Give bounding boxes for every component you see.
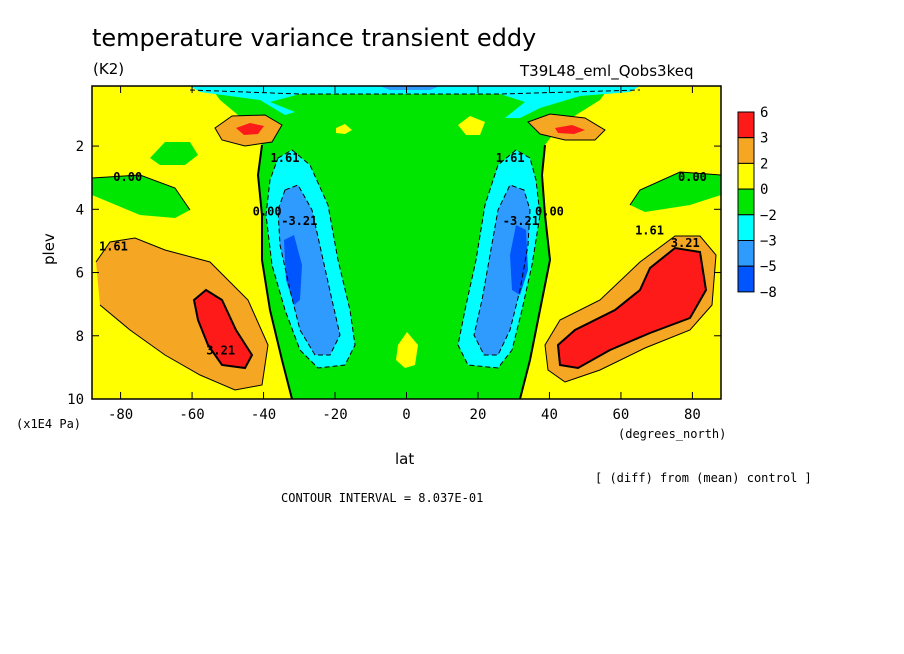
x-tick-label: 40 [541,407,558,423]
y-tick-label: 10 [67,392,84,408]
field-ul-red [236,123,264,135]
y-axis-label: plev [40,233,58,265]
y-tick-label: 6 [76,266,84,282]
contour-label: -3.21 [281,214,317,228]
plot-area: 0.00 0.00 0.00 0.00 1.61 1.61 -3.21 -3.21 1.61 3.… [92,86,721,399]
colorbar-label: 0 [760,182,768,198]
x-tick-label: 60 [613,407,630,423]
y-axis: 2 4 6 8 10 [67,139,721,408]
x-tick-label: 80 [684,407,701,423]
field-top-blue [380,86,440,90]
contour-line-negative [265,149,356,369]
colorbar-label: −3 [760,234,777,250]
colorbar-swatch [737,162,755,190]
contour-label: 0.00 [113,170,142,184]
field-green-band-left [92,175,190,218]
y-tick-label: 2 [76,139,84,155]
y-axis-units: (x1E4 Pa) [16,417,81,431]
field-green-blob-left [150,142,198,165]
field-yellow-blob-1 [458,116,485,135]
contour-line [192,288,254,370]
colorbar-swatch [737,240,755,267]
colorbar-swatch [737,265,755,293]
contour-line-negative [473,184,531,356]
units-label: (K2) [93,60,124,78]
contour-label: 1.61 [635,224,664,238]
x-axis: -80 -60 -40 -20 0 20 40 60 80 [108,86,701,423]
x-tick-label: -80 [108,407,133,423]
contour-label: 1.61 [496,151,525,165]
contour-label: 0.00 [535,205,564,219]
contour-line [556,246,708,370]
x-tick-label: 20 [470,407,487,423]
contour-line [527,113,606,141]
diff-note: [ (diff) from (mean) control ] [595,471,812,485]
contour-line [519,144,552,399]
colorbar-swatch [737,214,755,242]
contour-labels: 0.00 0.00 0.00 0.00 1.61 1.61 -3.21 -3.21 1.61 3.… [99,151,707,358]
contour-line-negative [277,184,341,356]
y-tick-label: 8 [76,329,84,345]
contour-line [92,174,191,211]
x-tick-label: -40 [251,407,276,423]
colorbar-label: −2 [760,208,777,224]
field-ur-red [555,125,585,134]
contour-label: 3.21 [206,344,235,358]
x-axis-units: (degrees_north) [618,427,726,441]
contour-line [214,114,283,147]
field-ll-red [194,290,252,368]
contour-line-negative [457,149,541,369]
y-tick-label: 4 [76,202,84,218]
contour-line [544,235,717,383]
contour-interval: CONTOUR INTERVAL = 8.037E-01 [281,491,483,505]
colorbar: 6 3 2 0 −2 −3 −5 −8 [737,105,777,301]
contour-line [95,237,269,391]
run-label: T39L48_eml_Qobs3keq [519,62,693,81]
x-tick-label: 0 [402,407,410,423]
colorbar-label: 2 [760,156,768,172]
contour-label: 3.21 [671,236,700,250]
field-yellow-blob-2 [336,124,352,134]
colorbar-label: 3 [760,131,768,147]
x-axis-label: lat [395,450,414,468]
contour-label: 1.61 [271,151,300,165]
contour-label: 0.00 [678,170,707,184]
contour-line-negative [189,89,641,95]
field-left-blue [278,185,340,355]
colorbar-swatch [737,188,755,216]
field-yellow-blob-3 [396,332,418,368]
field-left-darkblue [284,235,302,305]
contour-line [256,144,293,399]
x-tick-label: -60 [179,407,204,423]
contour-label: 1.61 [99,239,128,253]
contour-label: -3.21 [503,214,539,228]
field-lr-red [558,248,706,368]
colorbar-label: −5 [760,259,777,275]
field-right-darkblue [510,225,528,295]
x-tick-label: -20 [322,407,347,423]
contour-label: 0.00 [253,205,282,219]
colorbar-swatch [737,137,755,164]
field-green-band-right [630,172,721,212]
colorbar-swatch [737,111,755,139]
chart-title: temperature variance transient eddy [92,24,536,52]
colorbar-label: 6 [760,105,768,121]
colorbar-label: −8 [760,285,777,301]
contour-line [629,171,721,206]
